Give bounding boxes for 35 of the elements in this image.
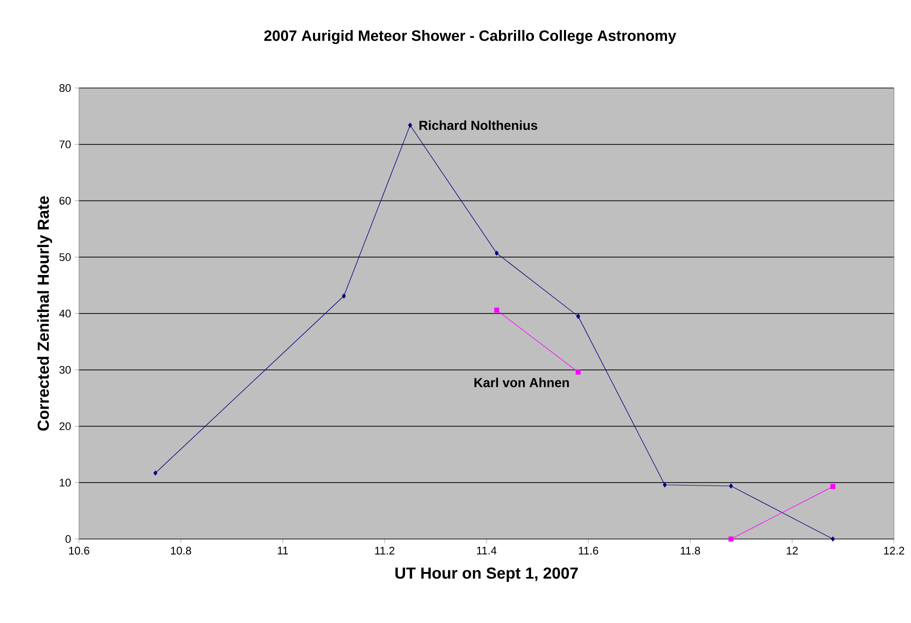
point bbox=[576, 370, 581, 375]
y-tick-label: 10 bbox=[60, 478, 71, 487]
point bbox=[728, 536, 734, 542]
x-tick-label: 10.6 bbox=[69, 546, 90, 555]
y-tick-label: 40 bbox=[59, 310, 71, 318]
series-label: Karl von Ahnen bbox=[474, 378, 569, 388]
y-axis-title: Corrected Zenithal Hourly Rate bbox=[37, 196, 52, 431]
x-tick-label: 11.8 bbox=[680, 546, 700, 555]
point bbox=[830, 536, 835, 542]
x-tick-label: 11.2 bbox=[375, 546, 394, 554]
x-tick-label: 11.6 bbox=[578, 546, 598, 555]
x-tick-label: 11.4 bbox=[477, 546, 496, 554]
point bbox=[576, 314, 580, 319]
point bbox=[729, 483, 733, 488]
y-tick-label: 60 bbox=[60, 196, 71, 205]
point bbox=[494, 250, 499, 256]
point bbox=[408, 122, 412, 128]
series-label: Richard Nolthenius bbox=[419, 120, 538, 130]
y-tick-label: 0 bbox=[66, 535, 71, 543]
y-tick-label: 50 bbox=[59, 253, 71, 262]
x-tick-label: 11 bbox=[278, 546, 288, 554]
point bbox=[153, 470, 158, 476]
x-tick-label: 10.8 bbox=[171, 546, 192, 555]
x-tick-label: 12 bbox=[786, 546, 798, 554]
point bbox=[830, 484, 836, 490]
y-tick-label: 20 bbox=[60, 422, 71, 430]
point bbox=[342, 294, 346, 299]
x-axis-title: UT Hour on Sept 1, 2007 bbox=[395, 567, 578, 582]
x-tick-label: 12.2 bbox=[884, 546, 904, 554]
point bbox=[494, 308, 500, 313]
y-tick-label: 80 bbox=[59, 84, 71, 92]
y-tick-label: 70 bbox=[60, 140, 71, 148]
chart-title: 2007 Aurigid Meteor Shower - Cabrillo College Astronomy bbox=[264, 30, 676, 44]
y-tick-label: 30 bbox=[59, 366, 71, 374]
point bbox=[662, 482, 667, 488]
